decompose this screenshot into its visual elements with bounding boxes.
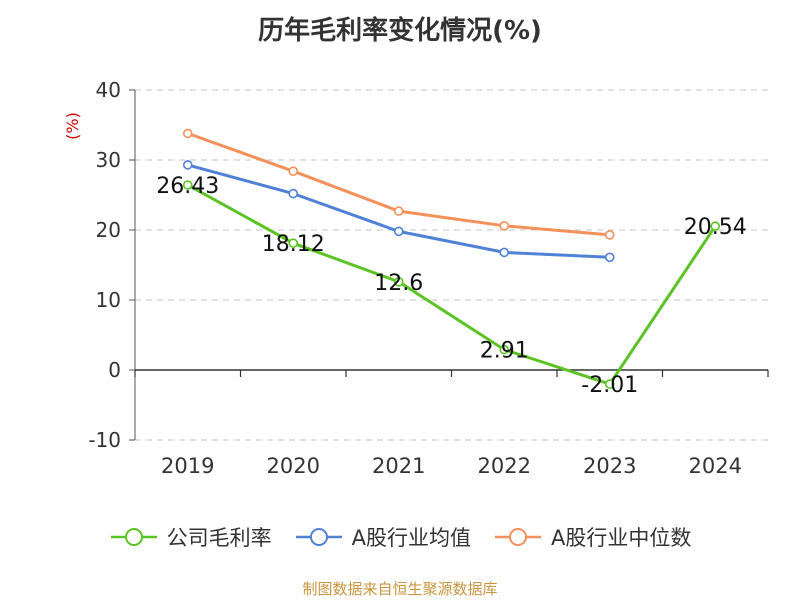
y-tick-label: 0 [108,358,121,382]
data-point [182,128,193,139]
data-labels: 26.43 18.12 12.6 2.91 -2.01 20.54 [156,174,746,398]
legend-label: A股行业均值 [351,526,471,550]
data-point [499,344,510,355]
data-label: 2.91 [480,339,529,364]
data-point [182,160,193,170]
data-point [182,180,193,190]
chart-title: 历年毛利率变化情况(%) [258,16,542,46]
data-point [288,166,299,176]
y-tick-label: 30 [96,148,121,172]
data-label: 18.12 [262,232,325,257]
series-lines [182,128,721,389]
data-point [604,379,615,389]
data-point [288,238,299,248]
legend: 公司毛利率 A股行业均值 A股行业中位数 [0,520,800,554]
data-label: 26.43 [156,174,219,199]
x-tick-label: 2020 [267,454,320,478]
data-label: 12.6 [374,271,423,296]
legend-label: A股行业中位数 [551,526,692,550]
y-tick-label: -10 [88,428,121,452]
x-tick-label: 2022 [478,454,531,478]
y-tick-label: 10 [96,288,121,312]
legend-swatch-icon [295,528,342,546]
source-note: 制图数据来自恒生聚源数据库 [302,580,498,598]
x-tick-label: 2021 [372,454,425,478]
data-point [499,247,510,258]
x-tick-label: 2023 [583,454,636,478]
x-tick-label: 2019 [161,454,214,478]
legend-item[interactable]: A股行业均值 [294,522,471,552]
data-label: -2.01 [581,373,638,398]
data-point [499,221,510,231]
data-point [604,230,615,240]
axes: -10 0 10 20 30 40 2019 2020 2021 2022 2023 2024 (%) [63,78,769,478]
data-point [393,226,404,237]
legend-item[interactable]: 公司毛利率 [109,522,272,552]
y-tick-label: 40 [96,78,121,102]
x-tick-label: 2024 [689,454,742,478]
series-line [187,183,717,386]
y-tick-label: 20 [96,218,121,242]
y-axis-label: (%) [63,112,82,140]
data-point [710,221,721,232]
data-point [393,276,404,287]
legend-swatch-icon [110,528,157,546]
legend-label: 公司毛利率 [166,526,272,550]
data-point [393,206,404,216]
data-point [604,252,615,263]
legend-swatch-icon [495,528,541,546]
grid-lines [135,89,768,441]
legend-item[interactable]: A股行业中位数 [493,522,691,552]
data-label: 20.54 [684,215,747,240]
data-point [288,188,299,199]
